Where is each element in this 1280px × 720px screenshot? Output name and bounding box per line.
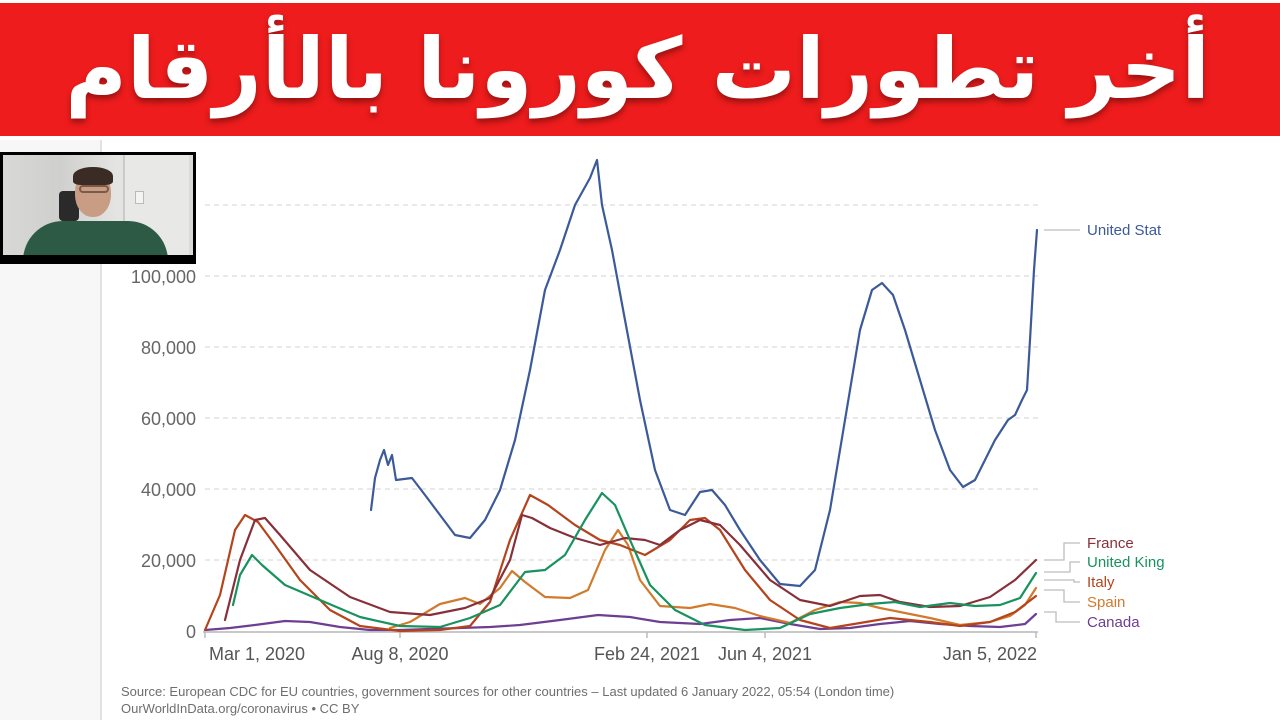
legend-connectors xyxy=(1044,229,1080,623)
y-tick-40000: 40,000 xyxy=(141,480,196,500)
y-tick-100000: 100,000 xyxy=(131,267,196,287)
title-banner: أخر تطورات كورونا بالأرقام xyxy=(0,3,1280,136)
legend-canada[interactable]: Canada xyxy=(1087,614,1140,631)
y-axis-labels: 0 20,000 40,000 60,000 80,000 100,000 xyxy=(131,267,196,642)
y-tick-60000: 60,000 xyxy=(141,409,196,429)
credit-link[interactable]: OurWorldInData.org/coronavirus • CC BY xyxy=(121,701,360,716)
x-tick-aug-2020: Aug 8, 2020 xyxy=(351,644,448,664)
legend-united-kingdom[interactable]: United King xyxy=(1087,554,1165,571)
series-spain-line xyxy=(388,528,1038,630)
presenter-body xyxy=(23,221,168,255)
x-tick-jan-2022: Jan 5, 2022 xyxy=(943,644,1037,664)
presenter-hair xyxy=(73,167,113,185)
x-tick-jun-2021: Jun 4, 2021 xyxy=(718,644,812,664)
series-uk-line xyxy=(231,491,1038,632)
y-tick-20000: 20,000 xyxy=(141,551,196,571)
x-axis-labels: Mar 1, 2020 Aug 8, 2020 Feb 24, 2021 Jun… xyxy=(209,644,1037,664)
presenter-glasses xyxy=(79,185,109,193)
chart-footer: Source: European CDC for EU countries, g… xyxy=(121,683,894,717)
series-france-line xyxy=(223,513,1038,622)
x-tick-feb-2021: Feb 24, 2021 xyxy=(594,644,700,664)
legend-spain[interactable]: Spain xyxy=(1087,594,1125,611)
banner-title: أخر تطورات كورونا بالأرقام xyxy=(65,20,1212,118)
webcam-overlay xyxy=(0,152,196,264)
legend-france[interactable]: France xyxy=(1087,535,1134,552)
gridlines xyxy=(205,204,1038,561)
legend-italy[interactable]: Italy xyxy=(1087,574,1115,591)
x-tick-mar-2020: Mar 1, 2020 xyxy=(209,644,305,664)
webcam-video xyxy=(3,155,193,255)
legend-united-states[interactable]: United Stat xyxy=(1087,222,1162,239)
source-note: Source: European CDC for EU countries, g… xyxy=(121,684,895,699)
webcam-light-switch xyxy=(135,191,144,204)
y-tick-0: 0 xyxy=(186,622,196,642)
series-italy-line xyxy=(203,493,1038,633)
series-canada-line xyxy=(203,612,1038,632)
legend: United Stat France United King Italy Spa… xyxy=(1087,222,1165,631)
x-axis-ticks xyxy=(204,632,1037,638)
y-tick-80000: 80,000 xyxy=(141,338,196,358)
webcam-chair xyxy=(59,191,79,221)
series-united-states-line xyxy=(369,158,1039,588)
